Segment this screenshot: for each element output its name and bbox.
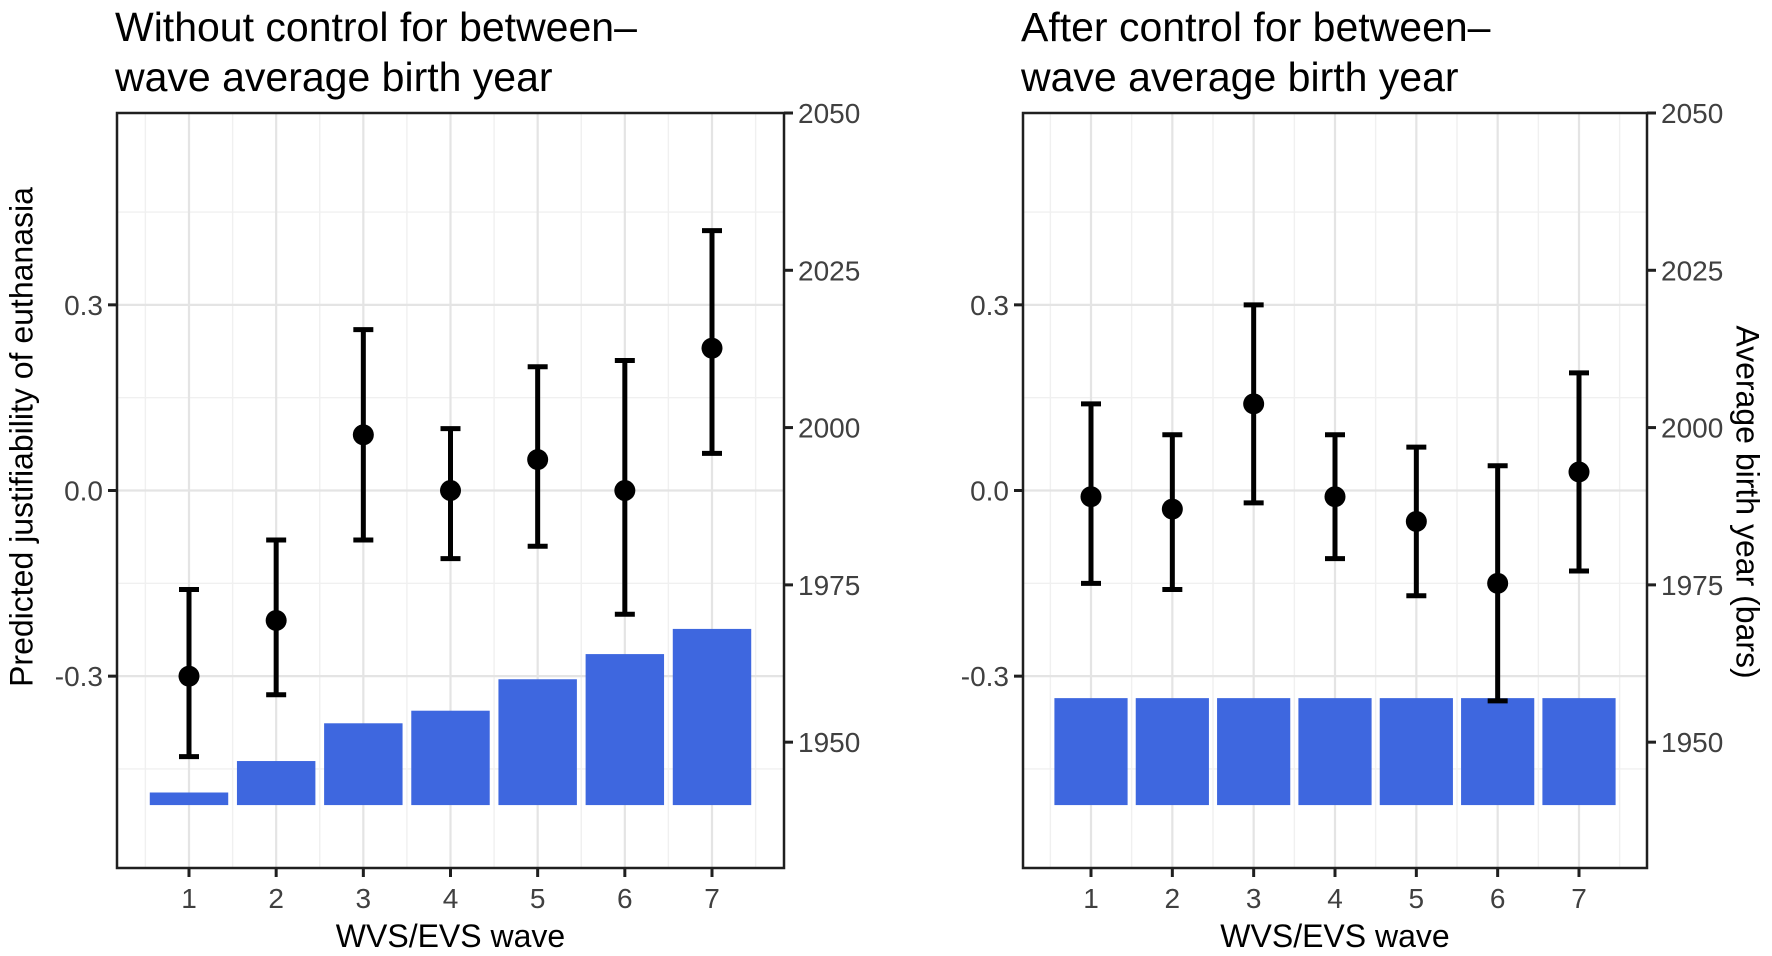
right-panel-errorbar-wave-1 [1080, 401, 1102, 586]
right-panel-ytick-label: 0.3 [970, 290, 1009, 321]
left-panel-year-tick-label: 2050 [798, 98, 860, 129]
right-panel-errorbar-wave-2 [1161, 432, 1183, 593]
right-panel-ytick-label: -0.3 [961, 661, 1009, 692]
left-panel-error-bars [178, 228, 723, 760]
left-panel-bar-wave-6 [585, 654, 665, 806]
left-panel-bar-wave-7 [672, 628, 752, 806]
left-panel-xtick-label: 4 [443, 883, 459, 914]
left-panel-year-tick-label: 1950 [798, 727, 860, 758]
left-panel: 0.3 0.0 -0.3 2050 2025 2000 1975 1950 1 2 3 4 5 6 7 [55, 98, 861, 914]
right-panel-point-wave-1 [1080, 486, 1102, 508]
right-panel-year-tick-label: 1975 [1661, 570, 1723, 601]
right-panel-year-tick-label: 2025 [1661, 255, 1723, 286]
right-panel-error-bars [1080, 302, 1590, 704]
left-panel-point-wave-6 [614, 480, 636, 501]
left-panel-year-tick-label: 2025 [798, 255, 860, 286]
right-panel-point-wave-2 [1161, 498, 1183, 520]
panel-title-left: Without control for between– wave averag… [115, 2, 637, 102]
left-panel-point-wave-1 [178, 665, 200, 687]
left-panel-bar-wave-1 [149, 792, 229, 806]
left-panel-errorbar-wave-5 [527, 364, 549, 549]
left-panel-point-wave-3 [352, 424, 374, 446]
left-panel-bar-wave-3 [324, 723, 403, 806]
right-panel-bar-wave-2 [1135, 698, 1209, 806]
left-panel-ytick-label: -0.3 [55, 661, 103, 692]
right-panel-xtick-label: 2 [1165, 883, 1181, 914]
left-panel-xtick-label: 6 [617, 883, 633, 914]
panel-title-left-line1: Without control for between– [115, 4, 637, 50]
left-panel-bar-wave-2 [236, 761, 316, 806]
left-panel-errorbar-wave-7 [701, 228, 723, 456]
x-axis-title-right-panel: WVS/EVS wave [1220, 918, 1450, 954]
right-panel-axis-ticks: 0.3 0.0 -0.3 2050 2025 2000 1975 1950 1 2 3 4 5 6 7 [961, 98, 1724, 914]
left-panel-axis-ticks: 0.3 0.0 -0.3 2050 2025 2000 1975 1950 1 2 3 4 5 6 7 [55, 98, 861, 914]
panel-title-right: After control for between– wave average … [1021, 2, 1490, 102]
right-panel-errorbar-wave-7 [1568, 370, 1590, 574]
right-panel-point-wave-3 [1243, 393, 1265, 415]
panel-title-right-line2: wave average birth year [1021, 54, 1459, 100]
right-panel-errorbar-wave-5 [1405, 444, 1427, 599]
right-panel-bar-wave-3 [1217, 698, 1291, 806]
left-panel-errorbar-wave-3 [352, 327, 374, 543]
panel-title-right-line1: After control for between– [1021, 4, 1491, 50]
panel-title-left-line2: wave average birth year [115, 54, 553, 100]
left-panel-xtick-label: 1 [181, 883, 197, 914]
right-panel-bar-wave-4 [1298, 698, 1372, 806]
y-axis-title-left: Predicted justifiability of euthanasia [3, 187, 40, 687]
right-panel-xtick-label: 7 [1571, 883, 1587, 914]
left-panel-point-wave-5 [527, 449, 549, 471]
right-panel-xtick-label: 4 [1327, 883, 1343, 914]
right-panel-point-wave-4 [1324, 486, 1346, 508]
left-panel-xtick-label: 2 [268, 883, 284, 914]
right-panel-xtick-label: 1 [1083, 883, 1099, 914]
right-panel-point-wave-7 [1568, 461, 1590, 483]
left-panel-xtick-label: 3 [356, 883, 372, 914]
y-axis-title-right: Average birth year (bars) [1729, 325, 1766, 679]
left-panel-xtick-label: 7 [704, 883, 720, 914]
right-panel-bar-wave-7 [1542, 698, 1616, 806]
right-panel-birth-year-bars [1054, 698, 1616, 806]
right-panel: 0.3 0.0 -0.3 2050 2025 2000 1975 1950 1 2 3 4 5 6 7 [961, 98, 1724, 914]
right-panel-xtick-label: 6 [1490, 883, 1506, 914]
left-panel-birth-year-bars [149, 628, 752, 806]
left-panel-point-wave-4 [440, 480, 461, 501]
left-panel-xtick-label: 5 [530, 883, 546, 914]
right-panel-year-tick-label: 2000 [1661, 413, 1723, 444]
left-panel-errorbar-wave-6 [614, 358, 636, 617]
right-panel-bar-wave-5 [1379, 698, 1453, 806]
right-panel-year-tick-label: 2050 [1661, 98, 1723, 129]
left-panel-year-tick-label: 2000 [798, 413, 860, 444]
left-panel-errorbar-wave-4 [440, 426, 461, 562]
left-panel-bar-wave-4 [411, 710, 490, 806]
right-panel-xtick-label: 5 [1409, 883, 1425, 914]
right-panel-year-tick-label: 1950 [1661, 727, 1723, 758]
right-panel-errorbar-wave-3 [1243, 302, 1265, 506]
left-panel-point-wave-7 [701, 337, 723, 359]
left-panel-bar-wave-5 [498, 679, 577, 806]
right-panel-bar-wave-1 [1054, 698, 1128, 806]
right-panel-point-wave-6 [1487, 572, 1509, 594]
left-panel-ytick-label: 0.0 [64, 476, 103, 507]
right-panel-errorbar-wave-6 [1487, 463, 1509, 704]
right-panel-ytick-label: 0.0 [970, 476, 1009, 507]
left-panel-errorbar-wave-2 [265, 537, 287, 698]
right-panel-errorbar-wave-4 [1324, 432, 1346, 562]
right-panel-point-wave-5 [1405, 510, 1427, 532]
left-panel-point-wave-2 [265, 609, 287, 631]
right-panel-xtick-label: 3 [1246, 883, 1262, 914]
left-panel-ytick-label: 0.3 [64, 290, 103, 321]
x-axis-title-left-panel: WVS/EVS wave [335, 918, 566, 954]
right-panel-bar-wave-6 [1461, 698, 1535, 806]
left-panel-errorbar-wave-1 [178, 587, 200, 760]
left-panel-year-tick-label: 1975 [798, 570, 860, 601]
